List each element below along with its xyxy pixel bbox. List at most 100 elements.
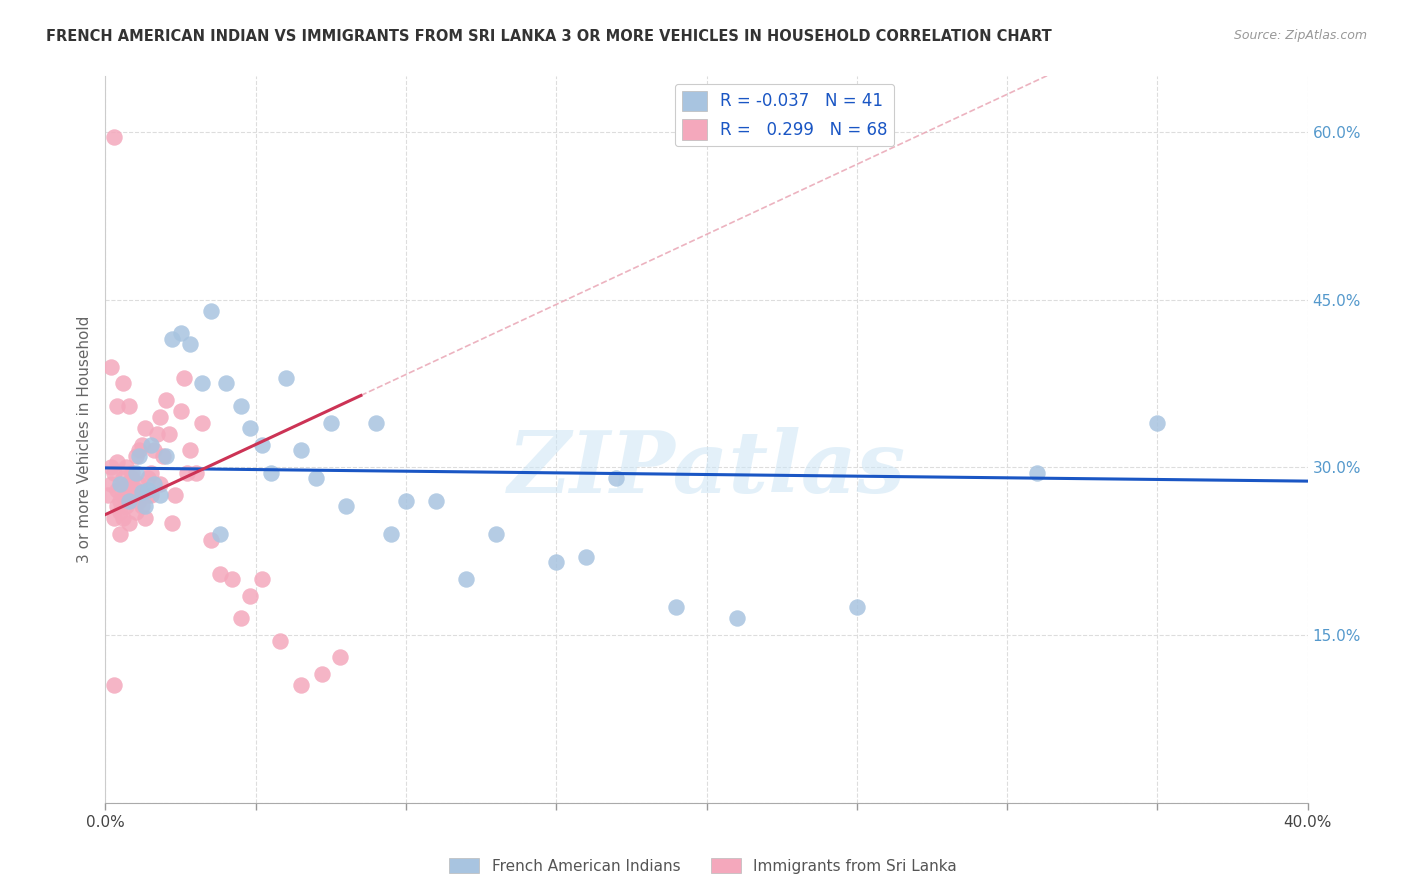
Point	[380, 527, 402, 541]
Point	[103, 510, 125, 524]
Point	[155, 393, 177, 408]
Point	[112, 376, 135, 391]
Point	[364, 416, 387, 430]
Point	[145, 426, 167, 441]
Point	[163, 488, 186, 502]
Point	[131, 500, 153, 514]
Point	[107, 399, 129, 413]
Point	[239, 421, 262, 435]
Point	[221, 572, 243, 586]
Point	[128, 477, 150, 491]
Point	[575, 549, 598, 564]
Point	[425, 493, 447, 508]
Point	[112, 471, 135, 485]
Point	[107, 500, 129, 514]
Point	[139, 438, 162, 452]
Point	[134, 500, 156, 514]
Point	[665, 600, 688, 615]
Text: Source: ZipAtlas.com: Source: ZipAtlas.com	[1233, 29, 1367, 42]
Point	[118, 477, 141, 491]
Point	[136, 483, 159, 497]
Point	[157, 426, 180, 441]
Point	[107, 483, 129, 497]
Point	[103, 466, 125, 480]
Point	[845, 600, 868, 615]
Point	[124, 505, 146, 519]
Point	[329, 650, 352, 665]
Point	[118, 493, 141, 508]
Point	[229, 611, 252, 625]
Point	[290, 678, 312, 692]
Point	[142, 443, 165, 458]
Point	[160, 516, 183, 531]
Point	[136, 471, 159, 485]
Point	[155, 449, 177, 463]
Point	[169, 326, 191, 340]
Point	[454, 572, 477, 586]
Point	[173, 371, 195, 385]
Point	[274, 371, 297, 385]
Point	[112, 488, 135, 502]
Point	[184, 466, 207, 480]
Point	[160, 332, 183, 346]
Point	[115, 460, 138, 475]
Point	[121, 488, 143, 502]
Point	[395, 493, 418, 508]
Point	[136, 488, 159, 502]
Point	[305, 471, 328, 485]
Point	[190, 376, 212, 391]
Point	[179, 337, 201, 351]
Point	[200, 303, 222, 318]
Text: FRENCH AMERICAN INDIAN VS IMMIGRANTS FROM SRI LANKA 3 OR MORE VEHICLES IN HOUSEH: FRENCH AMERICAN INDIAN VS IMMIGRANTS FRO…	[46, 29, 1052, 44]
Legend: French American Indians, Immigrants from Sri Lanka: French American Indians, Immigrants from…	[443, 852, 963, 880]
Point	[260, 466, 283, 480]
Point	[124, 466, 146, 480]
Point	[110, 477, 132, 491]
Point	[100, 477, 122, 491]
Legend: R = -0.037   N = 41, R =   0.299   N = 68: R = -0.037 N = 41, R = 0.299 N = 68	[675, 84, 894, 146]
Point	[110, 527, 132, 541]
Point	[131, 438, 153, 452]
Point	[239, 589, 262, 603]
Point	[152, 449, 174, 463]
Point	[121, 466, 143, 480]
Point	[148, 409, 170, 424]
Point	[179, 443, 201, 458]
Point	[148, 477, 170, 491]
Point	[107, 455, 129, 469]
Point	[134, 510, 156, 524]
Point	[250, 572, 273, 586]
Point	[110, 493, 132, 508]
Point	[134, 421, 156, 435]
Point	[214, 376, 236, 391]
Point	[112, 510, 135, 524]
Point	[725, 611, 748, 625]
Point	[139, 466, 162, 480]
Point	[142, 477, 165, 491]
Point	[139, 488, 162, 502]
Point	[269, 633, 291, 648]
Point	[290, 443, 312, 458]
Point	[1026, 466, 1049, 480]
Point	[118, 399, 141, 413]
Point	[97, 488, 120, 502]
Point	[208, 566, 231, 581]
Point	[100, 359, 122, 374]
Point	[485, 527, 508, 541]
Point	[118, 516, 141, 531]
Point	[335, 500, 357, 514]
Y-axis label: 3 or more Vehicles in Household: 3 or more Vehicles in Household	[76, 316, 91, 563]
Point	[103, 678, 125, 692]
Point	[319, 416, 342, 430]
Point	[190, 416, 212, 430]
Point	[124, 483, 146, 497]
Point	[176, 466, 198, 480]
Point	[100, 460, 122, 475]
Text: ZIPatlas: ZIPatlas	[508, 426, 905, 510]
Point	[128, 493, 150, 508]
Point	[110, 505, 132, 519]
Point	[1146, 416, 1168, 430]
Point	[128, 443, 150, 458]
Point	[121, 471, 143, 485]
Point	[250, 438, 273, 452]
